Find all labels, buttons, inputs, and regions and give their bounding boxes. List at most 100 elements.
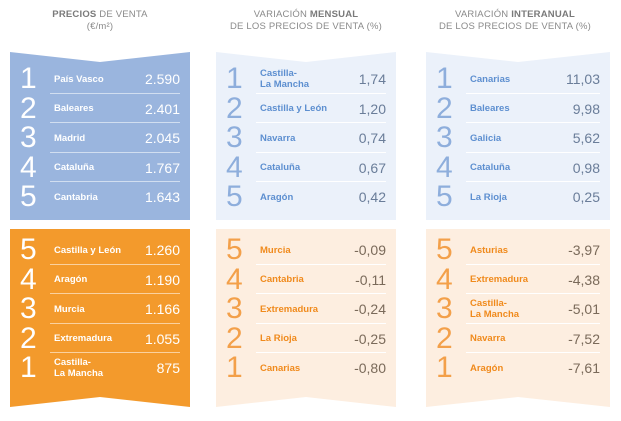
ranking-row: 2 Navarra -7,52	[436, 324, 600, 354]
region-value: 0,25	[572, 189, 600, 205]
region-name: Castilla y León	[260, 103, 328, 114]
region-name: Extremadura	[260, 303, 319, 315]
ranking-row: 5 Asturias -3,97	[436, 235, 600, 265]
row-separator	[256, 323, 386, 324]
ranking-row: 3 Galicia 5,62	[436, 123, 600, 153]
region-value: 1.190	[144, 271, 180, 288]
region-value: -7,52	[568, 330, 600, 347]
region-value: 9,98	[572, 100, 600, 117]
rank-number: 3	[20, 292, 37, 325]
ranking-row: 1 Canarias 11,03	[436, 64, 600, 94]
region-value: 2.590	[144, 71, 180, 87]
region-value: 2.045	[144, 130, 180, 146]
region-value: 1.767	[144, 159, 180, 176]
rank-number: 1	[226, 351, 243, 384]
region-name: Cataluña	[54, 162, 95, 173]
region-name: La Rioja	[260, 333, 297, 344]
monthly-header-line2: DE LOS PRECIOS DE VENTA (%)	[230, 21, 382, 32]
row-separator	[50, 181, 180, 182]
region-name: Baleares	[54, 103, 94, 114]
region-value: -0,11	[355, 271, 386, 288]
region-name: Cataluña	[260, 162, 301, 173]
region-value: 875	[156, 360, 180, 376]
ranking-row: 1 País Vasco 2.590	[20, 64, 180, 94]
yearly-header: VARIACIÓN INTERANUAL DE LOS PRECIOS DE V…	[420, 9, 610, 33]
yearly-header-pre: VARIACIÓN	[455, 9, 512, 20]
ranking-row: 4 Extremadura -4,38	[436, 265, 600, 295]
row-separator	[50, 151, 180, 153]
ranking-row: 2 Castilla y León 1,20	[226, 93, 386, 124]
row-separator	[50, 92, 180, 94]
monthly-bottom-panel: 5 Murcia -0,09 4 Cantabria -0,11 3 Extremadura -…	[216, 229, 396, 407]
ranking-row: 4 Cataluña 0,67	[226, 152, 386, 183]
row-separator	[466, 151, 600, 153]
region-name: Cataluña	[470, 162, 511, 173]
rank-number: 3	[226, 292, 243, 325]
region-name: Baleares	[470, 103, 510, 114]
ranking-row: 2 Extremadura 1.055	[20, 324, 180, 354]
price-header-bold: PRECIOS	[52, 9, 97, 20]
ranking-row: 1 Castilla- La Mancha 875	[20, 353, 180, 383]
region-name: Navarra	[470, 333, 506, 344]
ranking-row: 5 Castilla y León 1.260	[20, 235, 180, 265]
rank-number: 5	[226, 180, 243, 213]
ranking-row: 3 Navarra 0,74	[226, 123, 386, 153]
price-header-rest: DE VENTA	[96, 9, 148, 20]
region-name: Castilla y León	[54, 244, 122, 256]
monthly-header-bold: MENSUAL	[309, 9, 359, 20]
monthly-header-pre: VARIACIÓN	[253, 9, 310, 20]
rank-number: 1	[436, 62, 453, 95]
ranking-row: 2 Baleares 9,98	[436, 91, 600, 125]
region-value: -4,38	[568, 271, 600, 288]
row-separator	[256, 293, 386, 294]
region-name: Aragón	[54, 274, 88, 285]
yearly-header-bold: INTERANUAL	[511, 9, 575, 20]
ranking-row: 3 Castilla- La Mancha -5,01	[436, 294, 600, 324]
region-name: Castilla- La Mancha	[470, 298, 520, 320]
rank-number: 4	[436, 262, 453, 296]
row-separator	[466, 293, 600, 294]
ranking-row: 5 Aragón 0,42	[226, 182, 386, 212]
row-separator	[50, 323, 180, 324]
rank-number: 2	[436, 91, 453, 125]
region-name: Cantabria	[260, 274, 304, 285]
region-value: 1,74	[358, 71, 386, 87]
region-name: Castilla- La Mancha	[260, 68, 310, 90]
rank-number: 1	[20, 351, 37, 384]
row-separator	[256, 151, 386, 153]
row-separator	[50, 264, 180, 265]
row-separator	[256, 181, 386, 182]
row-separator	[256, 122, 386, 123]
ranking-row: 3 Murcia 1.166	[20, 294, 180, 324]
region-name: Navarra	[260, 132, 296, 144]
region-name: Murcia	[54, 303, 85, 315]
region-value: 1,20	[358, 100, 386, 117]
rank-number: 3	[436, 121, 453, 154]
row-separator	[256, 352, 386, 353]
region-name: Murcia	[260, 244, 291, 256]
rank-number: 1	[20, 62, 37, 95]
region-value: 1.166	[144, 301, 180, 317]
region-name: Galicia	[470, 132, 502, 144]
region-value: 11,03	[566, 71, 600, 87]
rank-number: 5	[436, 233, 453, 266]
ranking-row: 1 Castilla- La Mancha 1,74	[226, 64, 386, 94]
rank-number: 3	[436, 292, 453, 325]
row-separator	[50, 293, 180, 294]
region-value: 1.643	[144, 189, 180, 205]
region-value: -0,24	[354, 301, 386, 317]
rank-number: 1	[226, 62, 243, 95]
ranking-row: 4 Cantabria -0,11	[226, 265, 386, 295]
region-name: Cantabria	[54, 191, 98, 203]
price-top-panel: 1 País Vasco 2.590 2 Baleares 2.401 3 Madrid 2.0…	[10, 52, 190, 220]
region-value: 2.401	[144, 100, 180, 117]
ranking-row: 1 Aragón -7,61	[436, 353, 600, 383]
region-value: 0,67	[358, 159, 386, 176]
region-value: -5,01	[568, 301, 600, 317]
rank-number: 4	[20, 150, 37, 184]
row-separator	[466, 181, 600, 182]
yearly-bottom-panel: 5 Asturias -3,97 4 Extremadura -4,38 3 Castilla…	[426, 229, 610, 407]
ranking-row: 4 Aragón 1.190	[20, 265, 180, 295]
region-name: Aragón	[470, 362, 504, 374]
ranking-row: 1 Canarias -0,80	[226, 353, 386, 383]
